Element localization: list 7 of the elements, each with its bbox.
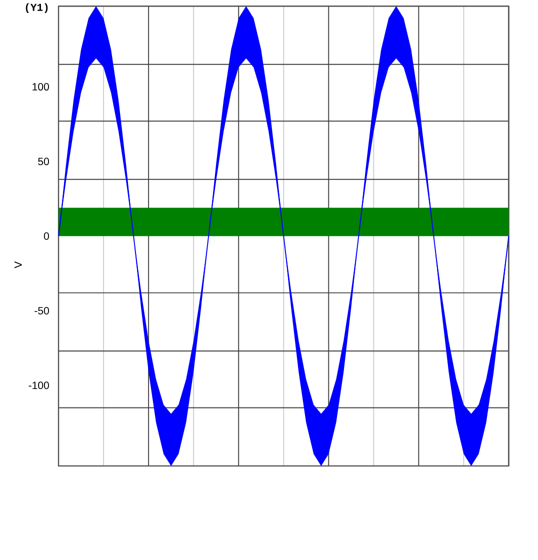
y-axis-title: V (14, 261, 22, 268)
y-tick-label: -100 (28, 382, 49, 390)
y-tick-label: 100 (32, 83, 49, 91)
y-tick-label: 0 (44, 232, 49, 240)
y-tick-label: -50 (34, 306, 49, 314)
y-tick-label: 50 (38, 158, 49, 166)
text: (Y1) (26, 3, 48, 14)
